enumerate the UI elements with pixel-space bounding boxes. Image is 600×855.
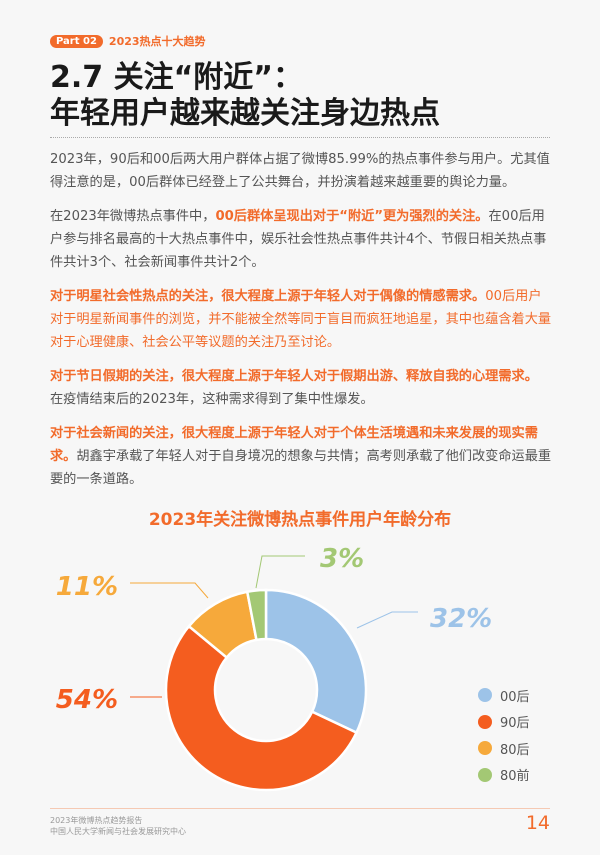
legend-swatch <box>478 714 492 729</box>
legend-item: 90后 <box>478 709 530 736</box>
legend-label: 80前 <box>500 769 530 785</box>
leader-line <box>356 611 418 629</box>
text: 在疫情结束后的2023年，这种需求得到了集中性爆发。 <box>50 392 374 407</box>
leader-line <box>130 582 209 599</box>
footer: 2023年微博热点趋势报告 中国人民大学新闻与社会发展研究中心 <box>50 815 186 837</box>
text: 在2023年微博热点事件中， <box>50 209 216 224</box>
paragraph-2: 在2023年微博热点事件中，00后群体呈现出对于“附近”更为强烈的关注。在00后… <box>50 205 552 274</box>
part-badge: Part 02 <box>50 34 103 48</box>
page-number: 14 <box>525 812 550 834</box>
legend-item: 80后 <box>478 735 530 762</box>
legend-item: 00后 <box>478 682 530 709</box>
slice-90后 <box>164 624 359 792</box>
legend-label: 80后 <box>500 742 530 758</box>
chart-legend: 00后 90后 80后 80前 <box>478 682 530 788</box>
section-header: Part 02 2023热点十大趋势 <box>50 33 206 49</box>
text: 胡鑫宇承载了年轻人对于自身境况的想象与共情；高考则承载了他们改变命运最重要的一条… <box>50 449 552 487</box>
title-line-1: 2.7 关注“附近”： <box>50 60 304 95</box>
slice-80前 <box>245 588 268 642</box>
legend-label: 90后 <box>500 716 530 732</box>
data-label: 54% <box>56 685 118 715</box>
page-title: 2.7 关注“附近”： 年轻用户越来越关注身边热点 <box>50 60 440 132</box>
legend-label: 00后 <box>500 689 530 705</box>
highlight: 00后群体呈现出对于“附近”更为强烈的关注。 <box>215 209 489 224</box>
report-name: 2023年微博热点趋势报告 <box>50 816 143 825</box>
legend-item: 80前 <box>478 762 530 789</box>
section-name: 2023热点十大趋势 <box>108 35 206 48</box>
highlight: 对于明星社会性热点的关注，很大程度上源于年轻人对于偶像的情感需求。 <box>50 289 486 304</box>
data-label: 11% <box>56 572 118 602</box>
paragraph-5: 对于社会新闻的关注，很大程度上源于年轻人对于个体生活境遇和未来发展的现实需求。胡… <box>50 422 552 491</box>
title-line-2: 年轻用户越来越关注身边热点 <box>50 96 440 131</box>
legend-swatch <box>478 688 492 703</box>
legend-swatch <box>478 741 492 756</box>
divider <box>50 137 550 138</box>
data-label: 3% <box>320 544 364 574</box>
slice-00后 <box>264 588 368 735</box>
text: 00后用户对于明星新闻事件的浏览，并不能被全然等同于盲目而疯狂地追星，其中也蕴含… <box>50 289 552 350</box>
text: 在00后用户参与排名最高的十大热点事件中，娱乐社会性热点事件共计4个、节假日相关… <box>50 209 547 270</box>
data-label: 32% <box>430 604 492 634</box>
chart-title: 2023年关注微博热点事件用户年龄分布 <box>148 510 452 530</box>
highlight: 对于节日假期的关注，很大程度上源于年轻人对于假期出游、释放自我的心理需求。 <box>50 369 538 384</box>
paragraph-4: 对于节日假期的关注，很大程度上源于年轻人对于假期出游、释放自我的心理需求。 在疫情… <box>50 365 552 411</box>
highlight: 对于社会新闻的关注，很大程度上源于年轻人对于个体生活境遇和未来发展的现实需求。 <box>50 426 538 464</box>
paragraph-1: 2023年，90后和00后两大用户群体占据了微博85.99%的热点事件参与用户。… <box>50 152 550 190</box>
organization: 中国人民大学新闻与社会发展研究中心 <box>50 827 186 836</box>
body-text: 2023年，90后和00后两大用户群体占据了微博85.99%的热点事件参与用户。… <box>50 148 552 502</box>
legend-swatch <box>478 767 492 782</box>
paragraph-3: 对于明星社会性热点的关注，很大程度上源于年轻人对于偶像的情感需求。00后用户对于… <box>50 285 552 354</box>
footer-divider <box>50 808 550 809</box>
leader-line <box>255 555 305 589</box>
